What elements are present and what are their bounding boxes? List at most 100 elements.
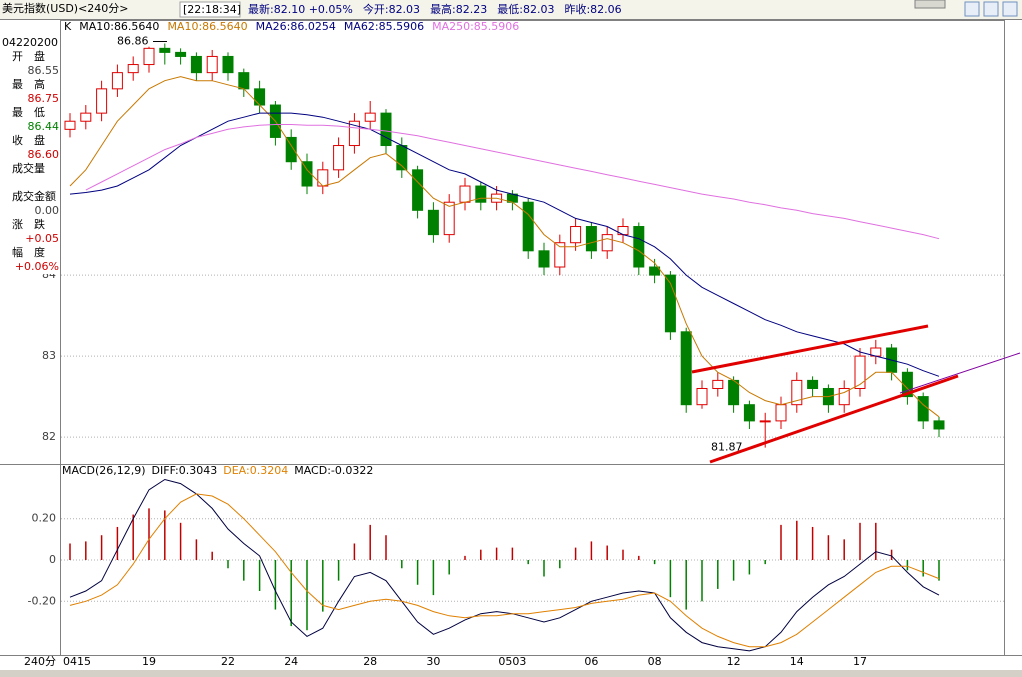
candle-body xyxy=(254,88,266,106)
y-tick-label: 0.20 xyxy=(32,512,57,525)
status-bar xyxy=(0,670,1022,677)
legend-entry: MA26:86.0254 xyxy=(256,20,336,33)
annotation: 81.87 xyxy=(711,441,743,454)
info-value: 86.75 xyxy=(28,92,60,105)
candle-body xyxy=(680,331,692,406)
info-label: 开 盘 xyxy=(12,49,45,63)
quote: 今开:82.03 xyxy=(363,2,420,16)
candle-body xyxy=(743,404,755,422)
candle-body xyxy=(380,112,392,147)
candle-body xyxy=(333,145,345,171)
x-tick-label: 24 xyxy=(284,655,298,668)
candle-body xyxy=(838,387,850,406)
ma-line xyxy=(69,112,940,377)
y-tick-label: 83 xyxy=(42,349,56,362)
info-value: 86.60 xyxy=(28,148,60,161)
info-date: 04220200 xyxy=(2,36,58,49)
candle-body xyxy=(585,226,597,252)
trend-line xyxy=(899,352,1021,394)
icon[interactable] xyxy=(983,1,999,17)
info-label: 最 低 xyxy=(12,106,45,119)
info-value: 0.00 xyxy=(35,204,60,217)
candle-body xyxy=(427,209,439,236)
info-label: 收 盘 xyxy=(12,133,45,147)
top-bar xyxy=(0,0,1022,19)
clock: [22:18:34] xyxy=(183,3,241,16)
candle-body xyxy=(933,420,945,430)
y-tick-label: 0 xyxy=(49,553,56,566)
x-tick-label: 08 xyxy=(648,655,662,668)
candle-body xyxy=(728,379,740,406)
candle-body xyxy=(348,120,360,147)
candle-body xyxy=(570,226,582,244)
legend-entry: DIFF:0.3043 xyxy=(152,464,218,477)
x-tick-label: 17 xyxy=(853,655,867,668)
candle-body xyxy=(96,88,108,114)
candle-body xyxy=(554,242,566,268)
annotation: 86.86 xyxy=(117,34,149,47)
macd-line xyxy=(69,493,940,648)
candle-body xyxy=(775,404,787,422)
info-value: +0.06% xyxy=(15,260,59,273)
candle-body xyxy=(617,226,629,236)
legend-entry: MACD:-0.0322 xyxy=(294,464,373,477)
info-value: 86.44 xyxy=(28,120,60,133)
candle-body xyxy=(222,55,234,74)
legend-entry: MA10:86.5640 xyxy=(167,20,247,33)
ma-line xyxy=(69,76,940,418)
candle-body xyxy=(649,266,661,276)
info-label: 最 高 xyxy=(12,77,45,91)
trend-lines xyxy=(691,324,1021,464)
candle-body xyxy=(285,136,297,163)
candle-body xyxy=(238,72,250,90)
legend-entry: DEA:0.3204 xyxy=(223,464,288,477)
candle-body xyxy=(522,201,534,252)
icon[interactable] xyxy=(964,1,980,17)
trend-line xyxy=(709,374,959,464)
x-tick-label: 19 xyxy=(142,655,156,668)
candle-body xyxy=(443,201,455,236)
x-tick-label: 14 xyxy=(790,655,804,668)
candle-body xyxy=(791,379,803,406)
candle-body xyxy=(475,185,487,203)
candle-body xyxy=(317,169,329,187)
legend-entry: K xyxy=(64,20,72,33)
info-label: 幅 度 xyxy=(12,245,45,259)
icon[interactable] xyxy=(1002,1,1018,17)
y-tick-label: 82 xyxy=(42,430,56,443)
x-tick-label: 0415 xyxy=(63,655,91,668)
x-tick-label: 06 xyxy=(584,655,598,668)
info-label: 成交金额 xyxy=(12,189,56,203)
candle-body xyxy=(538,250,550,268)
candle-body xyxy=(159,47,171,53)
candle-body xyxy=(190,55,202,74)
info-panel xyxy=(0,36,60,274)
x-tick-label: 12 xyxy=(727,655,741,668)
candle-body xyxy=(696,387,708,406)
candle-body xyxy=(601,234,613,252)
icon[interactable] xyxy=(914,0,946,9)
candle-body xyxy=(633,226,645,268)
candle-body xyxy=(459,185,471,203)
legend-entry: MA250:85.5906 xyxy=(432,20,519,33)
x-tick-label: 0503 xyxy=(498,655,526,668)
candle-body xyxy=(712,379,724,389)
macd-line xyxy=(69,478,940,652)
info-value: +0.05 xyxy=(25,232,59,245)
quote: 最新:82.10 +0.05% xyxy=(248,2,353,16)
candle-body xyxy=(664,274,676,333)
candle-body xyxy=(854,355,866,389)
info-value: 86.55 xyxy=(28,64,60,77)
toolbar-icons xyxy=(914,0,1018,17)
candle-body xyxy=(759,420,771,423)
trend-line xyxy=(691,324,929,374)
candle-body xyxy=(64,120,76,130)
candle-body xyxy=(127,64,139,74)
candle-body xyxy=(111,72,123,90)
info-label: 涨 跌 xyxy=(12,217,45,231)
candle-body xyxy=(917,396,929,422)
x-tick-label: 22 xyxy=(221,655,235,668)
legend-entry: MA62:85.5906 xyxy=(344,20,424,33)
